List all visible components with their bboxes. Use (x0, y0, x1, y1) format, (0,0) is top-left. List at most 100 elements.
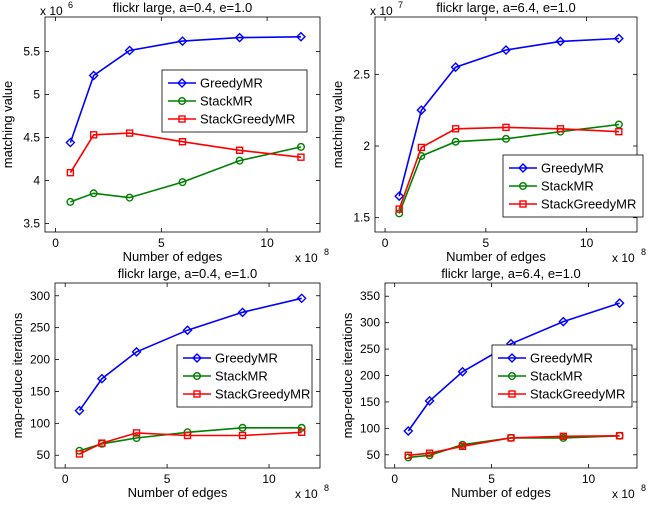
data-point (613, 33, 624, 44)
y-axis-label: map-reduce iterations (10, 312, 25, 438)
data-point (502, 123, 510, 132)
data-point (183, 431, 192, 440)
x-axis-exponent: 8 (324, 483, 329, 493)
legend: GreedyMR StackMR StackGreedyMR (491, 344, 633, 408)
data-point (297, 423, 306, 432)
y-axis-label: matching value (0, 81, 15, 168)
data-point (450, 62, 461, 73)
data-point (96, 373, 107, 384)
x-axis-label: Number of edges (128, 485, 228, 500)
x-axis-exponent: 8 (641, 483, 646, 493)
series-greedymr (394, 33, 624, 202)
data-point (89, 131, 98, 139)
data-point (178, 178, 187, 187)
data-point (555, 36, 566, 47)
data-point (295, 31, 306, 42)
data-point (556, 125, 565, 133)
legend-marker (177, 96, 186, 105)
y-tick-label: 350 (360, 289, 380, 303)
x-tick-label: 0 (62, 472, 69, 486)
data-point (417, 143, 426, 152)
data-point (132, 434, 141, 443)
legend-label: StackMR (200, 94, 253, 109)
y-tick-label: 300 (30, 289, 50, 303)
y-tick-label: 250 (30, 321, 50, 335)
y-tick-label: 100 (30, 416, 50, 430)
data-point (296, 293, 307, 304)
x-tick-label: 10 (262, 472, 276, 486)
data-point (403, 426, 414, 436)
series-line (398, 123, 619, 214)
data-point (425, 449, 434, 457)
x-axis-exponent: 8 (641, 247, 646, 257)
data-point (501, 44, 511, 55)
plot-area-frame (374, 16, 638, 233)
data-point (404, 451, 412, 460)
series-stackmr (66, 142, 305, 206)
legend-label: GreedyMR (200, 76, 263, 91)
data-point (502, 134, 511, 143)
series-greedymr (65, 31, 306, 148)
data-point (507, 434, 515, 442)
legend-marker (178, 115, 186, 123)
series-greedymr (74, 293, 307, 416)
y-tick-label: 3.5 (23, 216, 40, 230)
data-point (182, 325, 193, 336)
chart-title: flickr large, a=0.4, e=1.0 (118, 266, 257, 281)
x-tick-label: 5 (164, 472, 171, 486)
legend-marker (508, 372, 517, 381)
y-tick-label: 2.5 (353, 67, 370, 81)
legend-label: StackGreedyMR (530, 387, 625, 402)
series-stackgreedymr (66, 129, 305, 177)
x-axis-label: Number of edges (123, 249, 223, 264)
x-tick-label: 5 (483, 236, 490, 250)
x-axis-multiplier: x 10 (612, 487, 635, 501)
y-tick-label: 50 (367, 448, 381, 462)
chart-panel-4: flickr large, a=6.4, e=1.0 0 5 10 50 100 150 20… (340, 266, 646, 501)
y-tick-label: 5 (33, 87, 40, 101)
data-point (75, 450, 84, 458)
series-greedymr (403, 298, 625, 436)
series-line (78, 297, 302, 412)
legend-label: StackMR (215, 369, 268, 384)
chart-panel-2: flickr large, a=6.4, e=1.0 0 5 10 1.5 2 2.5 Num… (330, 0, 646, 265)
data-point (296, 142, 305, 151)
data-point (615, 127, 623, 136)
data-point (424, 395, 435, 406)
legend-marker (519, 181, 528, 190)
data-point (297, 153, 305, 161)
data-point (238, 431, 247, 440)
y-tick-label: 200 (360, 369, 380, 383)
data-point (89, 189, 98, 198)
legend-label: StackMR (530, 369, 583, 384)
legend-marker (518, 163, 528, 173)
y-tick-label: 300 (360, 316, 380, 330)
x-axis-label: Number of edges (451, 485, 551, 500)
legend-label: GreedyMR (215, 351, 278, 366)
data-point (416, 105, 427, 116)
y-tick-label: 100 (360, 421, 380, 435)
y-axis-label: map-reduce iterations (340, 312, 355, 438)
y-axis-multiplier: x 10 (370, 4, 393, 18)
legend-marker (519, 200, 527, 208)
x-tick-label: 0 (52, 236, 59, 250)
y-tick-label: 5.5 (23, 44, 40, 58)
data-point (558, 316, 569, 327)
x-axis-multiplier: x 10 (295, 487, 318, 501)
legend: GreedyMR StackMR StackGreedyMR (176, 344, 313, 408)
y-tick-label: 200 (30, 353, 50, 367)
x-axis-multiplier: x 10 (295, 251, 318, 265)
legend-label: StackGreedyMR (541, 197, 636, 212)
y-tick-label: 2 (363, 139, 370, 153)
data-point (131, 346, 142, 357)
series-line (69, 36, 302, 143)
series-line (398, 37, 619, 197)
data-point (458, 442, 467, 451)
data-point (451, 125, 460, 133)
data-point (238, 423, 247, 432)
x-axis-multiplier: x 10 (612, 251, 635, 265)
data-point (614, 298, 625, 309)
series-line (79, 431, 302, 455)
data-point (237, 307, 248, 318)
data-point (395, 209, 404, 218)
